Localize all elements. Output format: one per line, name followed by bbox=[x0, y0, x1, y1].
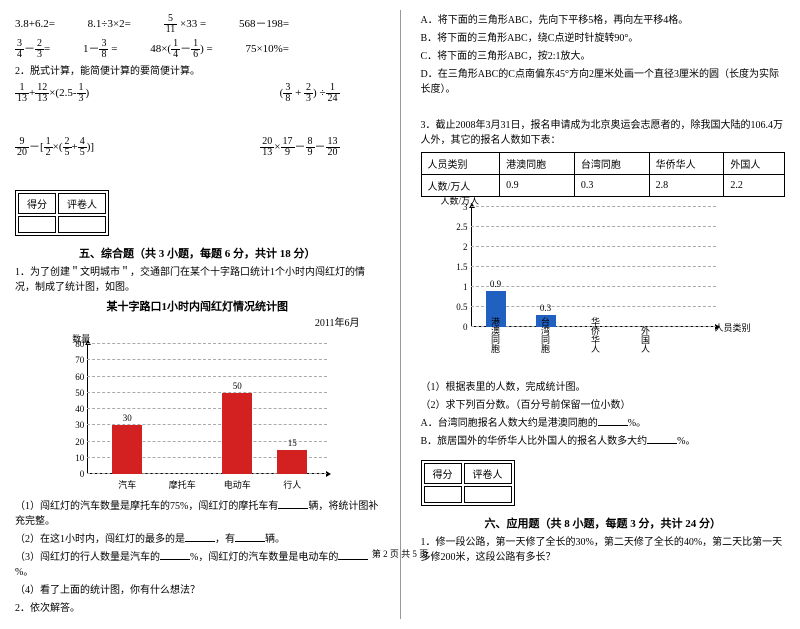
score-box: 得分评卷人 bbox=[421, 460, 515, 506]
section-6-title: 六、应用题（共 8 小题，每题 3 分，共计 24 分） bbox=[421, 515, 786, 531]
math-row-1: 3.8+6.2= 8.1÷3×2= 511 ×33 = 568－198= bbox=[15, 14, 380, 35]
q5-1-4: （4）看了上面的统计图，你有什么想法？ bbox=[15, 583, 380, 598]
data-table: 人员类别港澳同胞台湾同胞华侨华人外国人 人数/万人0.90.32.82.2 bbox=[421, 152, 786, 197]
expr3: 920－[12×(25+45)] bbox=[15, 137, 94, 158]
expr1: 113+1213×(2.5-13) bbox=[15, 83, 89, 104]
expr2: (38 + 23) ÷124 bbox=[280, 83, 340, 104]
chart2: 人数/万人 人员类别 00.511.522.530.9港澳同胞0.3台湾同胞华侨… bbox=[441, 202, 721, 352]
fraction: 34 bbox=[15, 39, 24, 60]
q2-title: 2．脱式计算，能简便计算的要简便计算。 bbox=[15, 64, 380, 79]
q5-1: 1．为了创建＂文明城市＂，交通部门在某个十字路口统计1个小时内闯红灯的情况，制成… bbox=[15, 265, 380, 295]
section-5-title: 五、综合题（共 3 小题，每题 6 分，共计 18 分） bbox=[15, 245, 380, 261]
expr-row: 920－[12×(25+45)] 2013×179－89－1320 bbox=[15, 137, 380, 158]
opt-d: D．在三角形ABC的C点南偏东45°方向2厘米处画一个直径3厘米的圆（长度为实际… bbox=[421, 67, 786, 97]
score-box: 得分评卷人 bbox=[15, 190, 109, 236]
fraction: 23 bbox=[35, 39, 44, 60]
q3-1: （1）根据表里的人数，完成统计图。 bbox=[421, 380, 786, 395]
q5-1-2: （2）在这1小时内，闯红灯的最多的是，有辆。 bbox=[15, 532, 380, 547]
expr: ×33 = bbox=[180, 18, 206, 30]
page-footer: 第 2 页 共 5 页 bbox=[0, 547, 800, 560]
expr-row: 113+1213×(2.5-13) (38 + 23) ÷124 bbox=[15, 83, 380, 104]
expr: 568－198= bbox=[239, 18, 289, 30]
page-container: 3.8+6.2= 8.1÷3×2= 511 ×33 = 568－198= 34－… bbox=[0, 0, 800, 629]
math-row-2: 34－23= 1－38 = 48×(14－16) = 75×10%= bbox=[15, 39, 380, 60]
q3-a: A．台湾同胞报名人数大约是港澳同胞的%。 bbox=[421, 416, 786, 431]
expr4: 2013×179－89－1320 bbox=[260, 137, 339, 158]
chart1-title: 某十字路口1小时内闯红灯情况统计图 bbox=[15, 298, 380, 314]
opt-c: C．将下面的三角形ABC，按2:1放大。 bbox=[421, 49, 786, 64]
fraction: 14 bbox=[171, 39, 180, 60]
right-column: A．将下面的三角形ABC，先向下平移5格，再向左平移4格。 B．将下面的三角形A… bbox=[421, 10, 786, 619]
column-divider bbox=[400, 10, 401, 619]
expr: 8.1÷3×2= bbox=[88, 18, 131, 30]
q3-b: B．旅居国外的华侨华人比外国人的报名人数多大约%。 bbox=[421, 434, 786, 449]
chart1: 数量 0102030405060708030汽车摩托车50电动车15行人 bbox=[57, 334, 337, 494]
x-axis-label: 人员类别 bbox=[714, 321, 750, 334]
expr: 3.8+6.2= bbox=[15, 18, 55, 30]
y-axis bbox=[87, 344, 88, 474]
fraction: 16 bbox=[191, 39, 200, 60]
q3-2: （2）求下列百分数。（百分号前保留一位小数） bbox=[421, 398, 786, 413]
opt-a: A．将下面的三角形ABC，先向下平移5格，再向左平移4格。 bbox=[421, 13, 786, 28]
chart1-subtitle: 2011年6月 bbox=[15, 314, 380, 329]
q5-2: 2．依次解答。 bbox=[15, 601, 380, 616]
y-axis bbox=[471, 207, 472, 327]
q5-1-1: （1）闯红灯的汽车数量是摩托车的75%，闯红灯的摩托车有辆，将统计图补充完整。 bbox=[15, 499, 380, 529]
opt-b: B．将下面的三角形ABC，绕C点逆时针旋转90°。 bbox=[421, 31, 786, 46]
q3: 3．截止2008年3月31日，报名申请成为北京奥运会志愿者的，除我国大陆的106… bbox=[421, 118, 786, 148]
left-column: 3.8+6.2= 8.1÷3×2= 511 ×33 = 568－198= 34－… bbox=[15, 10, 380, 619]
fraction: 511 bbox=[164, 14, 178, 35]
